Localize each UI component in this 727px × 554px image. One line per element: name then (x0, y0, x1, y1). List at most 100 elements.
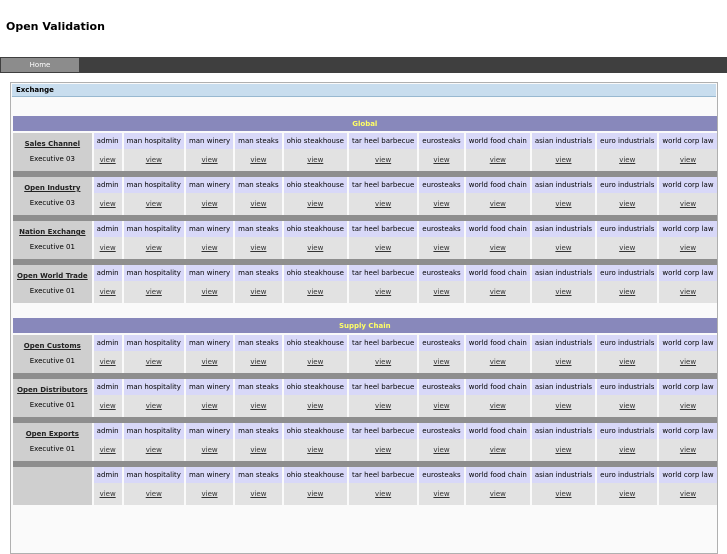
view-link[interactable]: view (433, 446, 450, 454)
view-cell: view (93, 149, 122, 171)
view-link[interactable]: view (250, 200, 267, 208)
view-link[interactable]: view (250, 288, 267, 296)
view-link[interactable]: view (679, 156, 697, 164)
view-link[interactable]: view (99, 288, 116, 296)
view-link[interactable]: view (250, 402, 267, 410)
view-link[interactable]: view (489, 446, 506, 454)
view-link[interactable]: view (145, 288, 162, 296)
view-link[interactable]: view (489, 358, 506, 366)
view-link[interactable]: view (201, 446, 218, 454)
view-link[interactable]: view (433, 200, 450, 208)
view-link[interactable]: view (201, 200, 218, 208)
view-link[interactable]: view (555, 358, 572, 366)
view-link[interactable]: view (619, 358, 636, 366)
view-link[interactable]: view (307, 156, 324, 164)
view-link[interactable]: view (679, 402, 697, 410)
view-link[interactable]: view (307, 402, 324, 410)
view-link[interactable]: view (375, 156, 392, 164)
view-link[interactable]: view (250, 446, 267, 454)
view-link[interactable]: view (489, 288, 506, 296)
view-link[interactable]: view (145, 358, 162, 366)
view-link[interactable]: view (375, 402, 392, 410)
row-name-link[interactable]: Open Customs (23, 342, 81, 350)
view-link[interactable]: view (99, 200, 116, 208)
view-link[interactable]: view (145, 156, 162, 164)
view-link[interactable]: view (619, 288, 636, 296)
view-link[interactable]: view (250, 490, 267, 498)
view-link[interactable]: view (145, 490, 162, 498)
row-name-link[interactable]: Open Industry (24, 184, 81, 192)
view-link[interactable]: view (99, 156, 116, 164)
view-link[interactable]: view (555, 200, 572, 208)
view-link[interactable]: view (375, 244, 392, 252)
view-link[interactable]: view (555, 244, 572, 252)
view-link[interactable]: view (489, 490, 506, 498)
view-link[interactable]: view (99, 490, 116, 498)
view-link[interactable]: view (307, 244, 324, 252)
column-header: world food chain (465, 221, 530, 237)
view-link[interactable]: view (375, 446, 392, 454)
view-link[interactable]: view (201, 288, 218, 296)
view-link[interactable]: view (555, 156, 572, 164)
view-link[interactable]: view (489, 156, 506, 164)
view-link[interactable]: view (433, 358, 450, 366)
view-link[interactable]: view (433, 490, 450, 498)
view-link[interactable]: view (433, 244, 450, 252)
view-link[interactable]: view (250, 244, 267, 252)
view-link[interactable]: view (555, 446, 572, 454)
view-link[interactable]: view (201, 244, 218, 252)
view-link[interactable]: view (433, 402, 450, 410)
view-link[interactable]: view (679, 490, 697, 498)
view-link[interactable]: view (619, 402, 636, 410)
view-link[interactable]: view (619, 244, 636, 252)
row-name-link[interactable]: Open World Trade (17, 272, 88, 280)
view-link[interactable]: view (679, 358, 697, 366)
view-cell: view (348, 439, 418, 461)
view-link[interactable]: view (99, 358, 116, 366)
row-name-link[interactable]: Nation Exchange (19, 228, 86, 236)
view-link[interactable]: view (433, 288, 450, 296)
view-link[interactable]: view (679, 446, 697, 454)
view-link[interactable]: view (489, 200, 506, 208)
view-link[interactable]: view (619, 200, 636, 208)
view-link[interactable]: view (555, 490, 572, 498)
view-link[interactable]: view (307, 446, 324, 454)
row-name-link[interactable]: Open Distributors (17, 386, 88, 394)
view-link[interactable]: view (201, 358, 218, 366)
view-link[interactable]: view (201, 402, 218, 410)
view-link[interactable]: view (201, 490, 218, 498)
view-link[interactable]: view (250, 156, 267, 164)
view-link[interactable]: view (307, 490, 324, 498)
view-link[interactable]: view (619, 446, 636, 454)
view-link[interactable]: view (99, 402, 116, 410)
view-link[interactable]: view (307, 200, 324, 208)
view-link[interactable]: view (489, 402, 506, 410)
row-name-link[interactable]: Open Exports (25, 430, 79, 438)
view-link[interactable]: view (489, 244, 506, 252)
view-link[interactable]: view (375, 288, 392, 296)
view-link[interactable]: view (433, 156, 450, 164)
view-link[interactable]: view (555, 402, 572, 410)
row-name-link[interactable]: Sales Channel (24, 140, 81, 148)
view-link[interactable]: view (307, 288, 324, 296)
view-link[interactable]: view (145, 402, 162, 410)
view-link[interactable]: view (619, 490, 636, 498)
view-link[interactable]: view (375, 200, 392, 208)
view-link[interactable]: view (99, 244, 116, 252)
view-link[interactable]: view (99, 446, 116, 454)
view-link[interactable]: view (679, 288, 697, 296)
view-link[interactable]: view (679, 244, 697, 252)
nav-tab-home[interactable]: Home (1, 58, 79, 72)
view-link[interactable]: view (619, 156, 636, 164)
view-link[interactable]: view (145, 244, 162, 252)
view-link[interactable]: view (307, 358, 324, 366)
column-header: ohio steakhouse (283, 133, 347, 149)
view-link[interactable]: view (375, 490, 392, 498)
view-link[interactable]: view (145, 200, 162, 208)
view-link[interactable]: view (201, 156, 218, 164)
view-link[interactable]: view (250, 358, 267, 366)
view-link[interactable]: view (679, 200, 697, 208)
view-link[interactable]: view (145, 446, 162, 454)
view-link[interactable]: view (555, 288, 572, 296)
view-link[interactable]: view (375, 358, 392, 366)
